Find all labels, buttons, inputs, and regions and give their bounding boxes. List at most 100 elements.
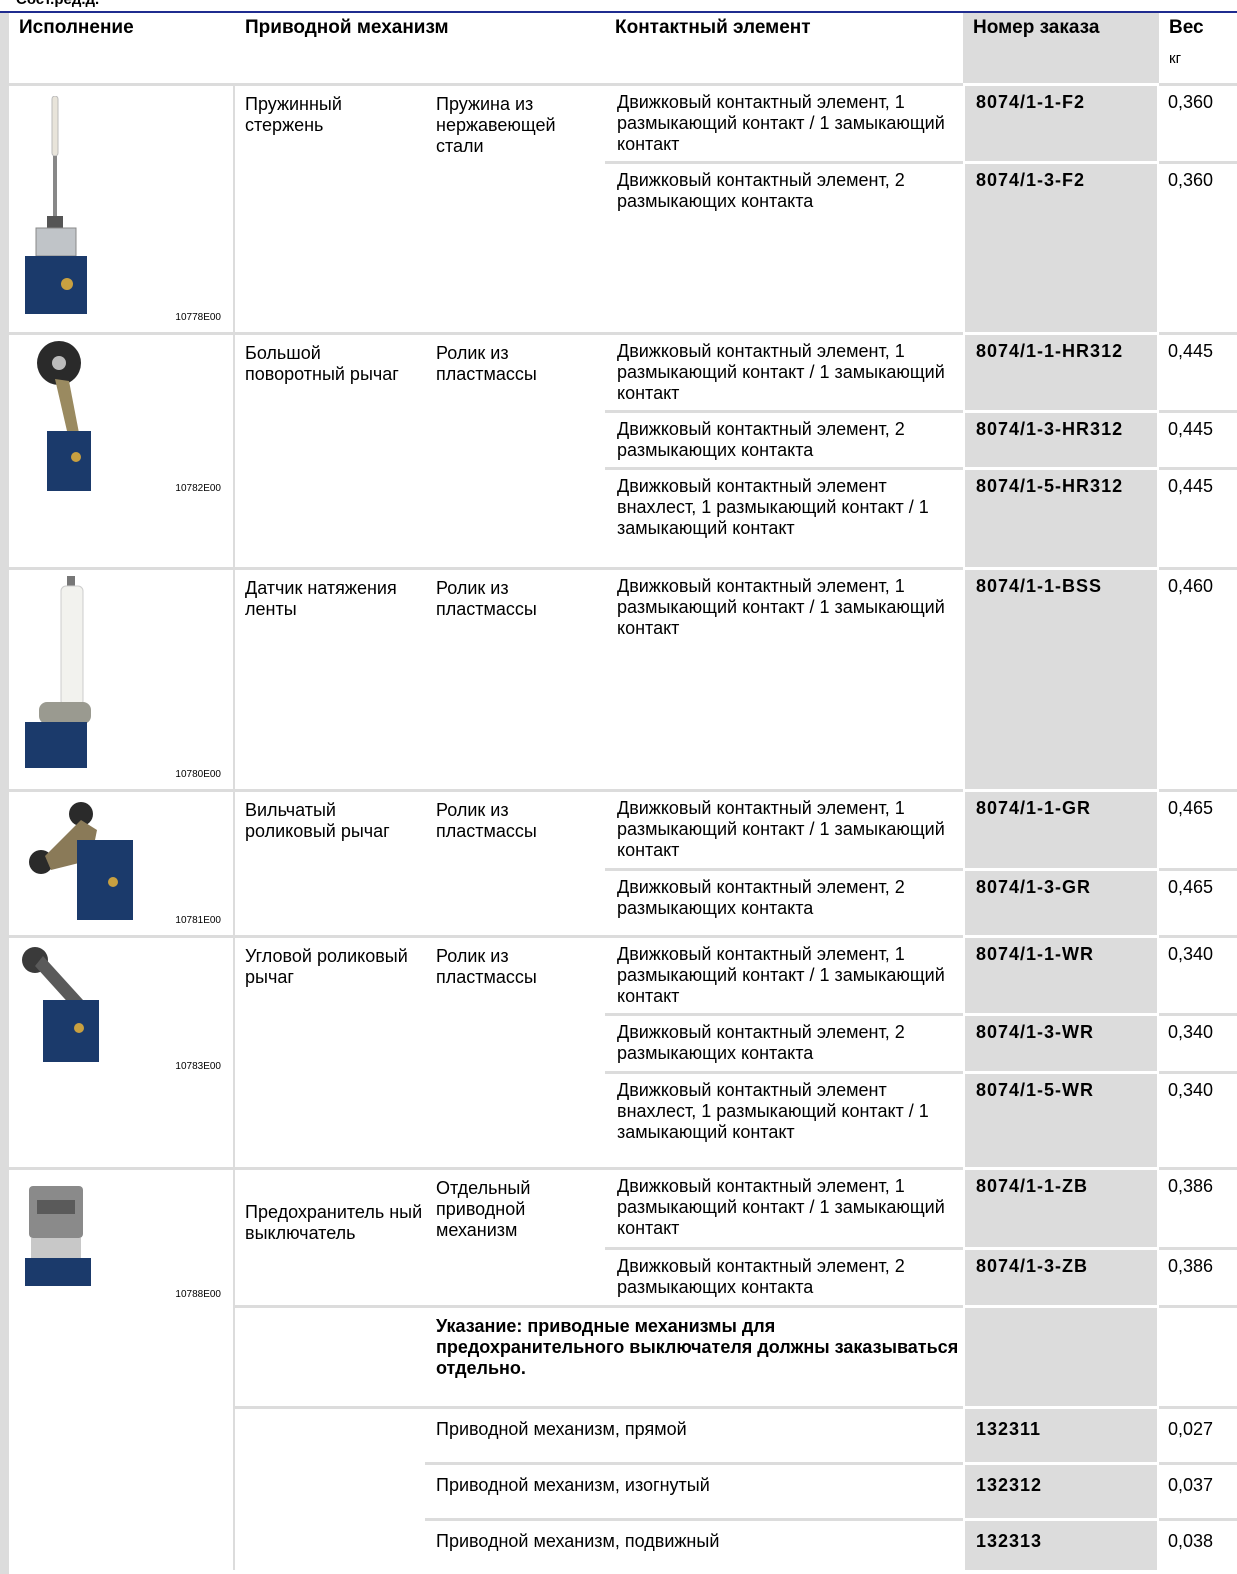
product-image-cell: 10780E00 <box>9 567 235 789</box>
accessory-name: Приводной механизм, прямой <box>425 1406 963 1462</box>
table-row: Движковый контактный элемент, 2 размыкаю… <box>9 868 1237 935</box>
table-row: 10781E00 Вильчатый роликовый рычаг Ролик… <box>9 789 1237 935</box>
order-number: 8074/1-3-WR <box>963 1013 1159 1071</box>
header-actuator: Приводной механизм <box>245 17 449 38</box>
weight-value: 0,465 <box>1159 868 1237 935</box>
table-row: Движковый контактный элемент, 2 размыкаю… <box>9 1247 1237 1305</box>
weight-value: 0,445 <box>1159 467 1237 567</box>
image-caption: 10788E00 <box>175 1289 221 1300</box>
order-number-empty <box>963 1305 1159 1406</box>
actuator-name: Вильчатый роликовый рычаг <box>235 789 425 935</box>
actuator-detail: Ролик из пластмассы <box>425 567 605 789</box>
table-row: Указание: приводные механизмы для предох… <box>9 1305 1237 1406</box>
product-image-cell: 10788E00 <box>9 1167 235 1570</box>
order-number: 8074/1-1-WR <box>963 935 1159 1013</box>
table-row: Движковый контактный элемент внахлест, 1… <box>9 467 1237 567</box>
order-number: 8074/1-5-WR <box>963 1071 1159 1167</box>
contact-element: Движковый контактный элемент внахлест, 1… <box>605 1071 963 1167</box>
weight-value: 0,460 <box>1159 567 1237 789</box>
weight-value: 0,340 <box>1159 935 1237 1013</box>
order-number: 8074/1-3-GR <box>963 868 1159 935</box>
page-top-strip: Сост.ред.д. <box>0 0 1237 13</box>
order-number: 8074/1-5-HR312 <box>963 467 1159 567</box>
header-variant: Исполнение <box>19 17 134 38</box>
weight-value: 0,360 <box>1159 83 1237 161</box>
actuator-detail: Ролик из пластмассы <box>425 789 605 935</box>
contact-element: Движковый контактный элемент, 1 размыкаю… <box>605 1167 963 1247</box>
table-header-row: Исполнение Приводной механизм Контактный… <box>9 13 1237 83</box>
left-margin-strip <box>0 13 9 1574</box>
accessory-name: Приводной механизм, подвижный <box>425 1518 963 1570</box>
ordering-note: Указание: приводные механизмы для предох… <box>425 1305 963 1406</box>
contact-element: Движковый контактный элемент, 2 размыкаю… <box>605 161 963 332</box>
contact-element: Движковый контактный элемент, 2 размыкаю… <box>605 1013 963 1071</box>
contact-element: Движковый контактный элемент, 1 размыкаю… <box>605 789 963 868</box>
weight-value: 0,386 <box>1159 1247 1237 1305</box>
weight-unit: кг <box>1169 50 1182 67</box>
contact-element: Движковый контактный элемент, 1 размыкаю… <box>605 935 963 1013</box>
actuator-detail: Пружина из нержавеющей стали <box>425 83 605 332</box>
order-number: 132313 <box>963 1518 1159 1570</box>
table-row: Движковый контактный элемент внахлест, 1… <box>9 1071 1237 1167</box>
actuator-detail: Отдельный приводной механизм <box>425 1167 605 1247</box>
weight-value: 0,445 <box>1159 332 1237 410</box>
actuator-name: Угловой роликовый рычаг <box>235 935 425 1167</box>
belt-tension-sensor-photo-icon <box>25 576 91 768</box>
contact-element: Движковый контактный элемент, 2 размыкаю… <box>605 1247 963 1305</box>
contact-element: Движковый контактный элемент, 1 размыкаю… <box>605 332 963 410</box>
contact-element: Движковый контактный элемент, 1 размыкаю… <box>605 567 963 789</box>
order-number: 8074/1-3-ZB <box>963 1247 1159 1305</box>
weight-value: 0,465 <box>1159 789 1237 868</box>
order-number: 8074/1-1-HR312 <box>963 332 1159 410</box>
table-row: 10783E00 Угловой роликовый рычаг Ролик и… <box>9 935 1237 1167</box>
actuator-name: Датчик натяжения ленты <box>235 567 425 789</box>
actuator-detail: Ролик из пластмассы <box>425 332 605 567</box>
cut-page-title: Сост.ред.д. <box>16 0 99 8</box>
order-number: 8074/1-1-BSS <box>963 567 1159 789</box>
weight-value: 0,445 <box>1159 410 1237 467</box>
image-caption: 10780E00 <box>175 769 221 780</box>
weight-value: 0,037 <box>1159 1462 1237 1518</box>
table-row: 10782E00 Большой поворотный рычаг Ролик … <box>9 332 1237 567</box>
table-row: 10780E00 Датчик натяжения ленты Ролик из… <box>9 567 1237 789</box>
angle-roller-lever-photo-icon <box>22 947 99 1062</box>
product-image-cell: 10783E00 <box>9 935 235 1167</box>
large-rotary-lever-switch-photo-icon <box>37 341 91 491</box>
actuator-name: Пружинный стержень <box>235 83 425 332</box>
header-contact: Контактный элемент <box>615 17 811 38</box>
safety-switch-photo-icon <box>25 1186 91 1286</box>
order-number: 8074/1-1-ZB <box>963 1167 1159 1247</box>
contact-element: Движковый контактный элемент, 1 размыкаю… <box>605 83 963 161</box>
table-row: Приводной механизм, изогнутый 132312 0,0… <box>9 1462 1237 1518</box>
spring-rod-switch-photo-icon <box>25 96 87 314</box>
order-number: 8074/1-3-HR312 <box>963 410 1159 467</box>
product-image-cell: 10778E00 <box>9 83 235 332</box>
table-row: Движковый контактный элемент, 2 размыкаю… <box>9 410 1237 467</box>
order-number: 8074/1-1-F2 <box>963 83 1159 161</box>
order-number: 8074/1-1-GR <box>963 789 1159 868</box>
table-row: 10778E00 Пружинный стержень Пружина из н… <box>9 83 1237 332</box>
table-row: Приводной механизм, подвижный 132313 0,0… <box>9 1518 1237 1570</box>
image-caption: 10778E00 <box>175 312 221 323</box>
image-caption: 10781E00 <box>175 915 221 926</box>
order-number: 8074/1-3-F2 <box>963 161 1159 332</box>
contact-element: Движковый контактный элемент, 2 размыкаю… <box>605 410 963 467</box>
image-caption: 10782E00 <box>175 483 221 494</box>
image-caption: 10783E00 <box>175 1061 221 1072</box>
actuator-detail: Ролик из пластмассы <box>425 935 605 1167</box>
accessory-name: Приводной механизм, изогнутый <box>425 1462 963 1518</box>
contact-element: Движковый контактный элемент, 2 размыкаю… <box>605 868 963 935</box>
order-number: 132311 <box>963 1406 1159 1462</box>
weight-value: 0,038 <box>1159 1518 1237 1570</box>
actuator-name: Большой поворотный рычаг <box>235 332 425 567</box>
weight-value: 0,340 <box>1159 1071 1237 1167</box>
table-row: Приводной механизм, прямой 132311 0,027 <box>9 1406 1237 1462</box>
product-image-cell: 10781E00 <box>9 789 235 935</box>
weight-value: 0,027 <box>1159 1406 1237 1462</box>
product-image-cell: 10782E00 <box>9 332 235 567</box>
weight-value: 0,386 <box>1159 1167 1237 1247</box>
weight-value: 0,360 <box>1159 161 1237 332</box>
header-weight: Вес кг <box>1159 13 1237 83</box>
contact-element: Движковый контактный элемент внахлест, 1… <box>605 467 963 567</box>
weight-value: 0,340 <box>1159 1013 1237 1071</box>
